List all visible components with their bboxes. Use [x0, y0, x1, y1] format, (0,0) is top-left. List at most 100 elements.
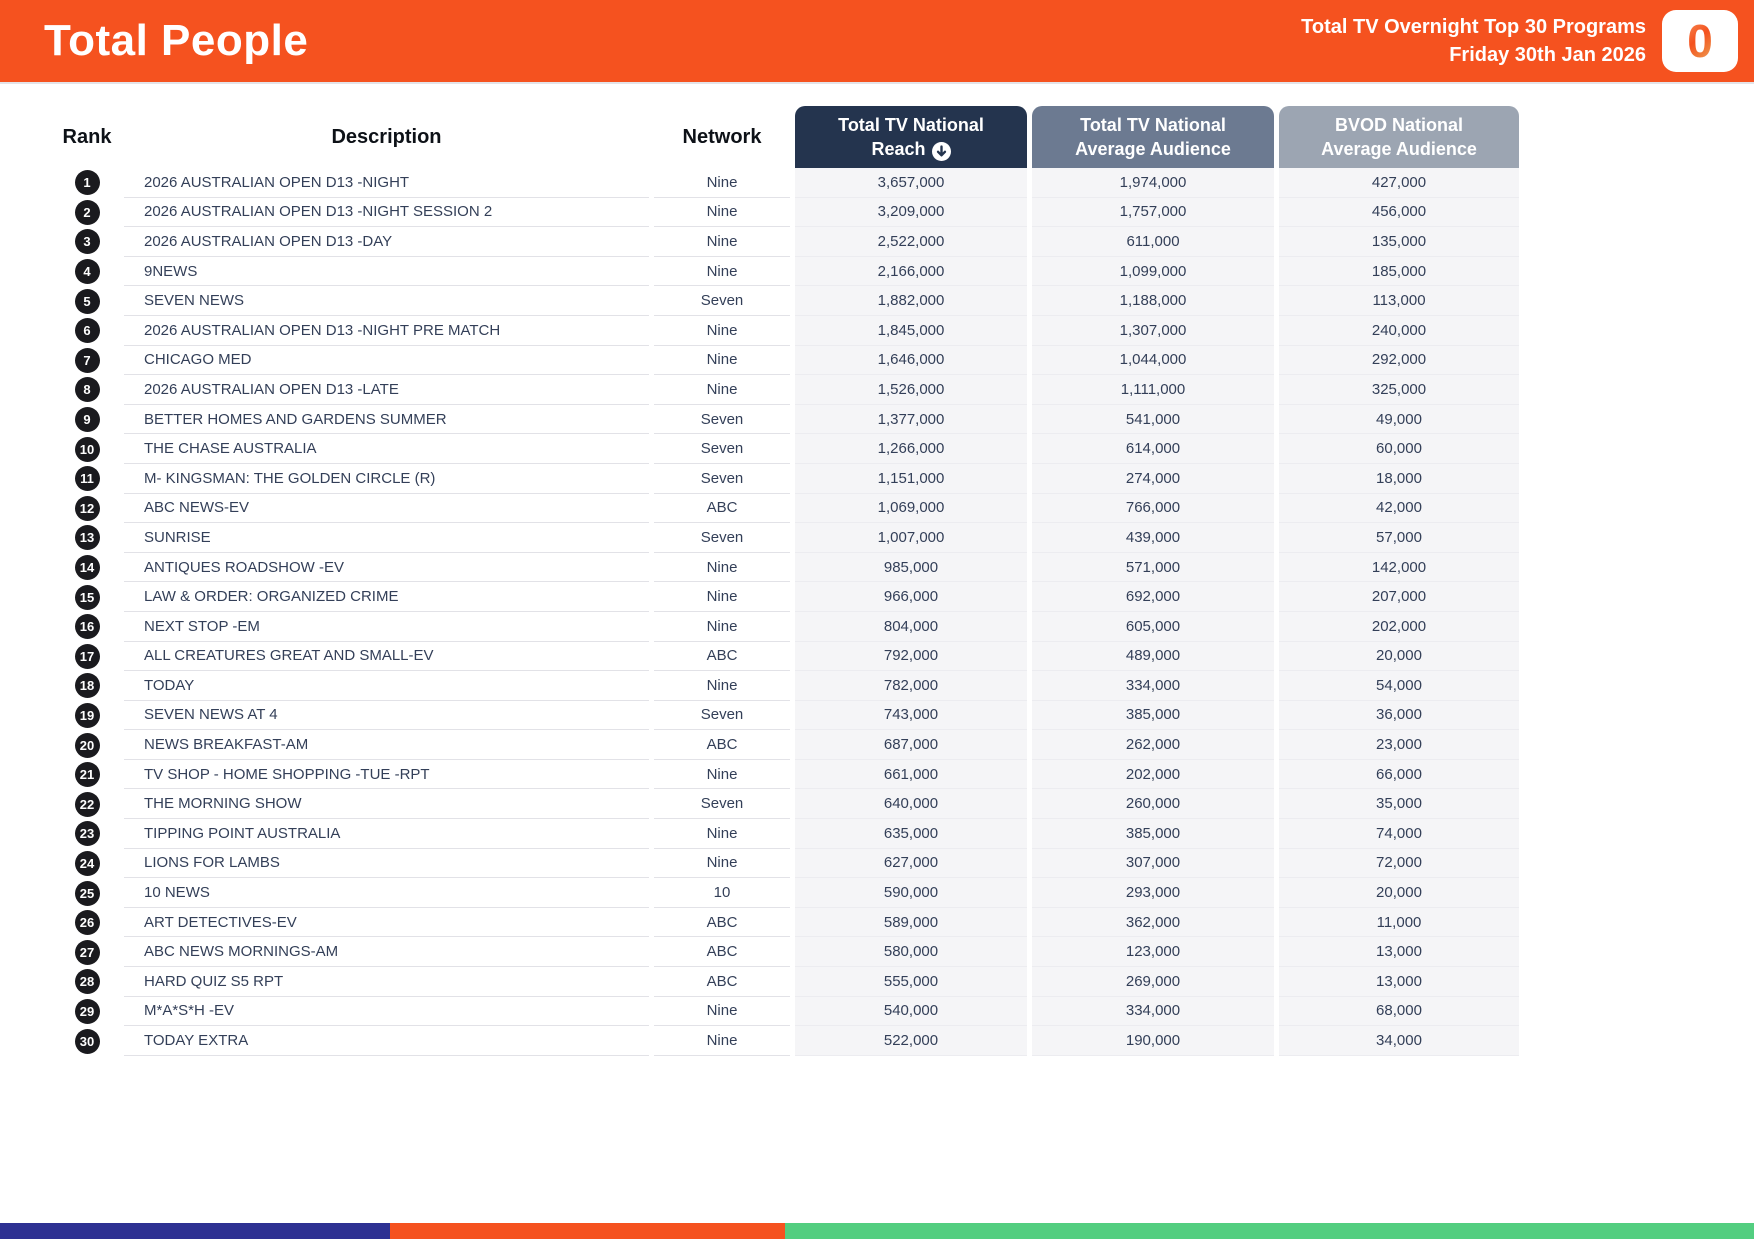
rank-cell: 1	[55, 168, 119, 198]
avg-audience-value: 262,000	[1032, 730, 1274, 760]
bvod-audience-value: 20,000	[1279, 641, 1519, 672]
reach-value: 1,646,000	[795, 345, 1027, 376]
rank-badge: 2	[74, 199, 100, 225]
reach-value: 2,166,000	[795, 256, 1027, 287]
rank-cell: 24	[55, 849, 119, 879]
network-value: Nine	[654, 227, 790, 257]
avg-audience-value: 362,000	[1032, 907, 1274, 938]
footer-segment-orange	[390, 1223, 785, 1239]
avg-audience-value: 269,000	[1032, 967, 1274, 997]
rank-cell: 21	[55, 760, 119, 790]
avg-audience-value: 260,000	[1032, 789, 1274, 820]
rank-badge: 19	[74, 702, 100, 728]
col-header-total-tv-reach[interactable]: Total TV National Reach	[795, 106, 1027, 168]
bvod-audience-value: 13,000	[1279, 967, 1519, 997]
avg-audience-value: 385,000	[1032, 819, 1274, 849]
rank-badge: 9	[74, 407, 100, 433]
rank-badge: 6	[74, 318, 100, 344]
reach-value: 1,882,000	[795, 286, 1027, 316]
rank-cell: 30	[55, 1026, 119, 1056]
bvod-audience-value: 72,000	[1279, 848, 1519, 879]
table-row: 28 HARD QUIZ S5 RPT ABC 555,000 269,000 13,00…	[55, 967, 1519, 997]
bvod-audience-value: 57,000	[1279, 523, 1519, 553]
network-value: Seven	[654, 286, 790, 316]
avg-audience-value: 692,000	[1032, 582, 1274, 612]
table-row: 22 THE MORNING SHOW Seven 640,000 260,000 35,…	[55, 789, 1519, 820]
report-title: Total TV Overnight Top 30 Programs	[1301, 16, 1646, 38]
avg-audience-value: 190,000	[1032, 1026, 1274, 1056]
program-description: THE MORNING SHOW	[124, 789, 649, 820]
bvod-audience-value: 240,000	[1279, 315, 1519, 346]
bvod-audience-value: 13,000	[1279, 937, 1519, 968]
rank-badge: 26	[74, 910, 100, 936]
bvod-audience-value: 66,000	[1279, 759, 1519, 790]
avg-audience-value: 614,000	[1032, 434, 1274, 464]
bvod-audience-value: 34,000	[1279, 1026, 1519, 1056]
network-value: Nine	[654, 375, 790, 405]
rank-badge: 20	[74, 732, 100, 758]
rank-badge: 15	[74, 584, 100, 610]
network-value: Nine	[654, 760, 790, 790]
reach-value: 687,000	[795, 730, 1027, 760]
bvod-audience-value: 60,000	[1279, 434, 1519, 464]
table-row: 27 ABC NEWS MORNINGS-AM ABC 580,000 123,000 1…	[55, 937, 1519, 968]
program-description: ABC NEWS MORNINGS-AM	[124, 937, 649, 968]
rank-cell: 27	[55, 937, 119, 967]
reach-value: 1,266,000	[795, 434, 1027, 464]
bvod-audience-value: 135,000	[1279, 227, 1519, 257]
network-value: Nine	[654, 612, 790, 642]
avg-audience-value: 605,000	[1032, 611, 1274, 642]
table-row: 1 2026 AUSTRALIAN OPEN D13 -NIGHT Nine 3,65…	[55, 168, 1519, 198]
bvod-audience-value: 49,000	[1279, 404, 1519, 435]
rank-cell: 5	[55, 286, 119, 316]
rank-cell: 25	[55, 878, 119, 908]
network-value: ABC	[654, 967, 790, 997]
bvod-audience-value: 36,000	[1279, 700, 1519, 731]
rankings-table: Rank Description Network Total TV Nation…	[50, 106, 1524, 1056]
rank-badge: 16	[74, 614, 100, 640]
table-row: 26 ART DETECTIVES-EV ABC 589,000 362,000 11,0…	[55, 907, 1519, 938]
table-row: 16 NEXT STOP -EM Nine 804,000 605,000 202,000	[55, 611, 1519, 642]
col-header-total-tv-average[interactable]: Total TV National Average Audience	[1032, 106, 1274, 168]
table-row: 2 2026 AUSTRALIAN OPEN D13 -NIGHT SESSION…	[55, 197, 1519, 228]
table-row: 29 M*A*S*H -EV Nine 540,000 334,000 68,000	[55, 996, 1519, 1027]
network-value: Nine	[654, 671, 790, 701]
reach-value: 522,000	[795, 1026, 1027, 1056]
reach-value: 635,000	[795, 819, 1027, 849]
rank-cell: 8	[55, 375, 119, 405]
bvod-audience-value: 54,000	[1279, 671, 1519, 701]
program-description: SUNRISE	[124, 523, 649, 553]
footer-color-bar	[0, 1223, 1754, 1239]
program-description: TV SHOP - HOME SHOPPING -TUE -RPT	[124, 760, 649, 790]
bvod-audience-value: 23,000	[1279, 730, 1519, 760]
network-value: 10	[654, 878, 790, 908]
reach-value: 3,657,000	[795, 168, 1027, 198]
table-row: 19 SEVEN NEWS AT 4 Seven 743,000 385,000 36,0…	[55, 700, 1519, 731]
program-description: LAW & ORDER: ORGANIZED CRIME	[124, 582, 649, 612]
bvod-header-line1: BVOD National	[1334, 114, 1463, 135]
avg-audience-value: 385,000	[1032, 700, 1274, 731]
avg-audience-value: 274,000	[1032, 463, 1274, 494]
rank-cell: 22	[55, 789, 119, 819]
avg-audience-value: 1,044,000	[1032, 345, 1274, 376]
reach-value: 1,069,000	[795, 493, 1027, 524]
table-row: 30 TODAY EXTRA Nine 522,000 190,000 34,000	[55, 1026, 1519, 1056]
rank-badge: 17	[74, 643, 100, 669]
rank-cell: 18	[55, 671, 119, 701]
reach-value: 966,000	[795, 582, 1027, 612]
rank-badge: 11	[74, 466, 100, 492]
col-header-bvod-average[interactable]: BVOD National Average Audience	[1279, 106, 1519, 168]
reach-value: 540,000	[795, 996, 1027, 1027]
reach-value: 580,000	[795, 937, 1027, 968]
rank-cell: 20	[55, 730, 119, 760]
program-description: NEXT STOP -EM	[124, 612, 649, 642]
program-description: M*A*S*H -EV	[124, 997, 649, 1027]
rank-badge: 7	[74, 347, 100, 373]
bvod-audience-value: 18,000	[1279, 463, 1519, 494]
header-bar: Total People Total TV Overnight Top 30 P…	[0, 0, 1754, 84]
rank-cell: 6	[55, 316, 119, 346]
program-description: ALL CREATURES GREAT AND SMALL-EV	[124, 642, 649, 672]
reach-value: 2,522,000	[795, 227, 1027, 257]
table-row: 17 ALL CREATURES GREAT AND SMALL-EV ABC 792…	[55, 641, 1519, 672]
network-value: ABC	[654, 642, 790, 672]
